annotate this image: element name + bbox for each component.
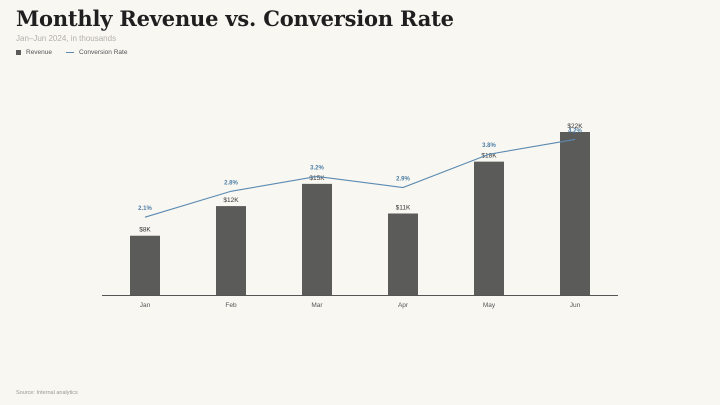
rate-label-apr: 2.9% bbox=[396, 177, 410, 183]
bar-label-apr: $11K bbox=[396, 205, 411, 212]
rate-label-feb: 2.8% bbox=[224, 180, 238, 186]
legend-item-conversion: Conversion Rate bbox=[66, 49, 127, 56]
bar-jun bbox=[560, 132, 590, 295]
bar-label-jun: $22K bbox=[567, 123, 583, 130]
bar-label-mar: $15K bbox=[309, 175, 325, 182]
x-tick-mar: Mar bbox=[311, 302, 323, 309]
bar-label-may: $18K bbox=[481, 153, 497, 160]
x-tick-jan: Jan bbox=[140, 302, 151, 309]
x-tick-jun: Jun bbox=[570, 302, 581, 309]
conversion-rate-line bbox=[144, 138, 576, 218]
rate-label-may: 3.8% bbox=[482, 143, 496, 149]
bar-mar bbox=[302, 183, 332, 295]
bar-feb bbox=[216, 206, 246, 295]
bar-label-feb: $12K bbox=[223, 197, 239, 204]
bar-apr bbox=[388, 213, 418, 295]
legend-swatch-revenue bbox=[16, 50, 21, 55]
bar-jan bbox=[130, 235, 160, 295]
legend-label-revenue: Revenue bbox=[26, 49, 53, 56]
legend-item-revenue: Revenue bbox=[16, 49, 52, 56]
x-tick-may: May bbox=[483, 302, 496, 309]
rate-label-jan: 2.1% bbox=[138, 206, 152, 212]
x-tick-apr: Apr bbox=[398, 302, 409, 309]
bar-label-jan: $8K bbox=[139, 227, 151, 234]
bar-may bbox=[474, 161, 504, 295]
rate-label-jun: 4.2% bbox=[568, 128, 582, 134]
legend-label-conversion: Conversion Rate bbox=[79, 49, 128, 56]
rate-label-mar: 3.2% bbox=[310, 165, 324, 171]
chart-subtitle: Jan–Jun 2024, in thousands bbox=[16, 34, 117, 43]
x-tick-feb: Feb bbox=[225, 302, 237, 309]
legend-swatch-conversion bbox=[66, 52, 75, 53]
source-note: Source: Internal analytics bbox=[16, 390, 78, 396]
legend: Revenue Conversion Rate bbox=[16, 49, 127, 56]
chart-title: Monthly Revenue vs. Conversion Rate bbox=[16, 6, 454, 31]
